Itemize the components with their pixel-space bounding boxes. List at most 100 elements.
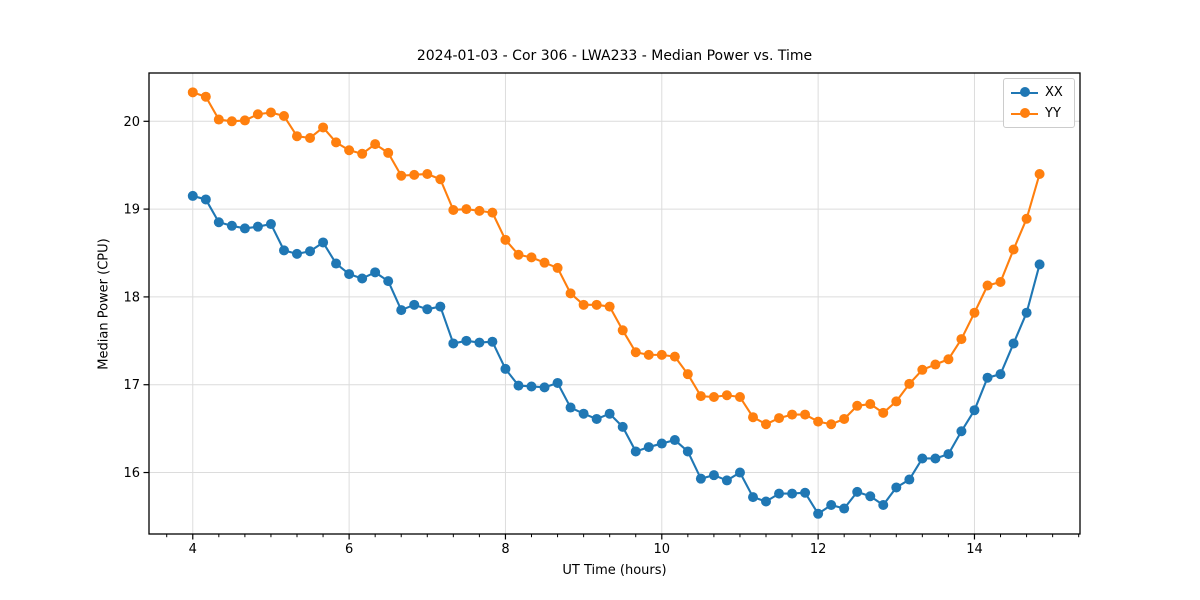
data-point-xx	[409, 299, 420, 310]
data-point-xx	[500, 363, 511, 374]
data-point-yy	[578, 299, 589, 310]
data-point-yy	[1008, 244, 1019, 255]
data-point-yy	[865, 399, 876, 410]
data-point-xx	[682, 446, 693, 457]
data-point-xx	[891, 482, 902, 493]
x-tick-label: 8	[501, 542, 509, 557]
data-point-yy	[344, 145, 355, 156]
data-point-yy	[826, 419, 837, 430]
data-point-xx	[1021, 307, 1032, 318]
data-point-yy	[982, 280, 993, 291]
data-point-yy	[383, 147, 394, 158]
data-point-yy	[278, 111, 289, 122]
data-point-yy	[305, 132, 316, 143]
data-point-xx	[643, 442, 654, 453]
data-point-yy	[487, 207, 498, 218]
data-point-xx	[318, 237, 329, 248]
data-point-yy	[552, 262, 563, 273]
data-point-xx	[578, 408, 589, 419]
data-point-xx	[370, 267, 381, 278]
data-point-xx	[357, 273, 368, 284]
series-line-yy	[191, 91, 1041, 426]
data-point-yy	[891, 396, 902, 407]
data-point-xx	[904, 474, 915, 485]
y-tick-label: 20	[123, 115, 140, 130]
data-point-xx	[878, 500, 889, 511]
data-point-yy	[852, 400, 863, 411]
data-point-xx	[539, 382, 550, 393]
data-point-yy	[760, 419, 771, 430]
data-point-yy	[1021, 213, 1032, 224]
data-point-xx	[213, 217, 224, 228]
data-point-yy	[422, 168, 433, 179]
data-point-xx	[461, 335, 472, 346]
data-point-xx	[760, 496, 771, 507]
data-point-yy	[917, 364, 928, 375]
data-point-yy	[956, 334, 967, 345]
data-point-yy	[800, 409, 811, 420]
data-point-xx	[917, 453, 928, 464]
data-point-xx	[331, 258, 342, 269]
data-point-xx	[774, 488, 785, 499]
data-point-xx	[1034, 259, 1045, 270]
data-point-xx	[826, 500, 837, 511]
data-point-yy	[539, 257, 550, 268]
data-point-yy	[526, 252, 537, 263]
data-point-xx	[552, 377, 563, 388]
data-point-xx	[239, 223, 250, 234]
data-point-yy	[669, 351, 680, 362]
y-tick-label: 18	[123, 290, 140, 305]
data-point-yy	[643, 349, 654, 360]
data-point-xx	[435, 301, 446, 312]
data-point-xx	[487, 336, 498, 347]
data-point-xx	[800, 487, 811, 498]
data-point-yy	[969, 307, 980, 318]
data-point-yy	[734, 392, 745, 403]
data-point-yy	[187, 87, 198, 98]
x-tick-label: 6	[345, 542, 353, 557]
data-point-yy	[226, 116, 237, 127]
data-point-yy	[461, 204, 472, 215]
data-point-xx	[982, 372, 993, 383]
data-point-yy	[357, 148, 368, 159]
data-point-xx	[630, 446, 641, 457]
x-tick-label: 4	[189, 542, 197, 557]
data-point-yy	[448, 204, 459, 215]
x-tick-label: 14	[966, 542, 983, 557]
data-point-yy	[682, 369, 693, 380]
data-point-yy	[604, 301, 615, 312]
data-point-xx	[734, 467, 745, 478]
data-point-yy	[943, 354, 954, 365]
data-point-yy	[500, 234, 511, 245]
data-point-xx	[839, 503, 850, 514]
data-point-yy	[213, 114, 224, 125]
data-point-xx	[252, 221, 263, 232]
data-point-yy	[239, 115, 250, 126]
y-tick-label: 16	[123, 466, 140, 481]
axes-spines	[148, 72, 1081, 535]
data-point-yy	[591, 299, 602, 310]
data-point-yy	[787, 409, 798, 420]
data-point-yy	[318, 122, 329, 133]
data-point-xx	[305, 246, 316, 257]
chart-title: 2024-01-03 - Cor 306 - LWA233 - Median P…	[416, 48, 813, 64]
data-point-xx	[513, 380, 524, 391]
data-point-yy	[995, 276, 1006, 287]
data-point-yy	[721, 390, 732, 401]
data-point-xx	[591, 413, 602, 424]
data-point-xx	[1008, 338, 1019, 349]
data-point-yy	[930, 359, 941, 370]
data-point-xx	[852, 486, 863, 497]
data-point-xx	[695, 473, 706, 484]
data-point-yy	[839, 413, 850, 424]
data-point-yy	[409, 169, 420, 180]
data-point-xx	[969, 405, 980, 416]
data-point-xx	[396, 305, 407, 316]
data-point-yy	[695, 391, 706, 402]
data-point-xx	[187, 190, 198, 201]
data-point-xx	[565, 402, 576, 413]
data-point-xx	[617, 421, 628, 432]
data-point-xx	[200, 194, 211, 205]
data-point-xx	[656, 438, 667, 449]
data-point-xx	[943, 449, 954, 460]
